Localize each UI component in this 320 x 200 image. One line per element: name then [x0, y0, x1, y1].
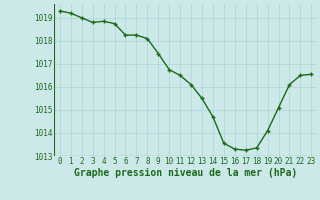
- X-axis label: Graphe pression niveau de la mer (hPa): Graphe pression niveau de la mer (hPa): [74, 168, 297, 178]
